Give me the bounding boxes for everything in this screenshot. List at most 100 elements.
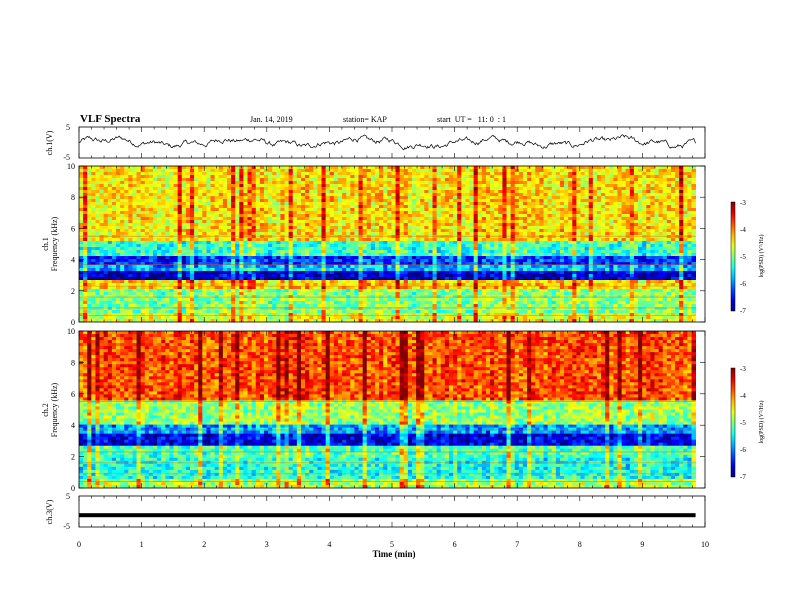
spectrogram-cell [358,205,364,209]
spectrogram-cell [658,229,664,233]
spectrogram-cell [416,199,421,203]
spectrogram-cell [325,250,331,254]
spectrogram-cell [300,169,306,173]
spectrogram-cell [629,187,635,191]
spectrogram-cell [358,262,364,266]
spectrogram-cell [650,175,655,179]
spectrogram-cell [99,190,105,194]
spectrogram-cell [144,262,150,266]
spectrogram-cell [255,232,261,236]
spectrogram-cell [181,223,187,227]
spectrogram-cell [461,232,466,236]
spectrogram-cell [83,172,88,176]
spectrogram-cell [342,259,347,263]
spectrogram-cell [510,220,516,224]
spectrogram-cell [691,184,697,188]
spectrogram-cell [313,205,318,209]
spectrogram-cell [370,232,376,236]
spectrogram-cell [202,247,207,251]
spectrogram-cell [465,214,470,218]
spectrogram-cell [572,181,577,185]
spectrogram-cell [473,202,479,206]
spectrogram-cell [342,220,347,224]
spectrogram-cell [527,211,532,215]
spectrogram-cell [477,235,483,239]
spectrogram-cell [259,187,265,191]
spectrogram-cell [354,247,359,251]
spectrogram-cell [124,244,129,248]
ch1-waveform-ticks [78,127,706,158]
spectrogram-cell [596,196,602,200]
spectrogram-cell [605,211,610,215]
spectrogram-cell [152,244,158,248]
spectrogram-cell [342,232,347,236]
spectrogram-cell [654,214,660,218]
spectrogram-cell [633,250,639,254]
spectrogram-cell [547,250,553,254]
spectrogram-cell [658,238,664,242]
spectrogram-cell [416,250,421,254]
spectrogram-cell [531,184,536,188]
spectrogram-cell [551,196,557,200]
spectrogram-cell [420,214,425,218]
spectrogram-cell [226,247,232,251]
spectrogram-cell [580,238,586,242]
spectrogram-cell [194,259,199,263]
spectrogram-cell [638,220,643,224]
spectrogram-cell [395,202,401,206]
spectrogram-cell [235,220,240,224]
spectrogram-cell [120,241,125,245]
spectrogram-cell [666,169,672,173]
spectrogram-cell [646,250,651,254]
spectrogram-cell [148,178,154,182]
spectrogram-cell [116,169,121,173]
spectrogram-cell [531,244,536,248]
spectrogram-cell [383,259,388,263]
spectrogram-cell [370,190,376,194]
spectrogram-cell [173,229,179,233]
spectrogram-cell [555,229,561,233]
spectrogram-cell [379,253,384,257]
spectrogram-cell [342,223,347,227]
spectrogram-cell [255,217,261,221]
spectrogram-cell [346,229,351,233]
spectrogram-cell [564,241,569,245]
spectrogram-cell [596,205,602,209]
spectrogram-cell [424,196,429,200]
spectrogram-cell [551,256,557,260]
spectrogram-cell [662,250,668,254]
spectrogram-cell [494,226,499,230]
spectrogram-cell [490,193,495,197]
spectrogram-cell [255,247,261,251]
spectrogram-cell [613,208,618,212]
spectrogram-cell [292,229,298,233]
spectrogram-cell [621,196,627,200]
spectrogram-cell [407,196,413,200]
spectrogram-cell [395,205,401,209]
spectrogram-cell [576,193,581,197]
spectrogram-cell [288,166,294,170]
spectrogram-cell [350,211,355,215]
spectrogram-cell [165,229,170,233]
spectrogram-cell [494,202,499,206]
spectrogram-cell [510,211,516,215]
spectrogram-cell [494,190,499,194]
spectrogram-cell [510,172,516,176]
spectrogram-cell [580,208,586,212]
spectrogram-cell [469,247,475,251]
spectrogram-cell [428,238,433,242]
spectrogram-cell [354,241,359,245]
spectrogram-cell [321,193,327,197]
spectrogram-cell [337,193,343,197]
spectrogram-cell [411,259,417,263]
spectrogram-cell [420,226,425,230]
spectrogram-cell [247,241,253,245]
spectrogram-cell [128,220,133,224]
spectrogram-cell [461,202,466,206]
spectrogram-cell [432,196,438,200]
spectrogram-cell [444,235,450,239]
spectrogram-cell [687,199,692,203]
spectrogram-cell [547,244,553,248]
spectrogram-cell [189,187,195,191]
spectrogram-cell [239,181,244,185]
